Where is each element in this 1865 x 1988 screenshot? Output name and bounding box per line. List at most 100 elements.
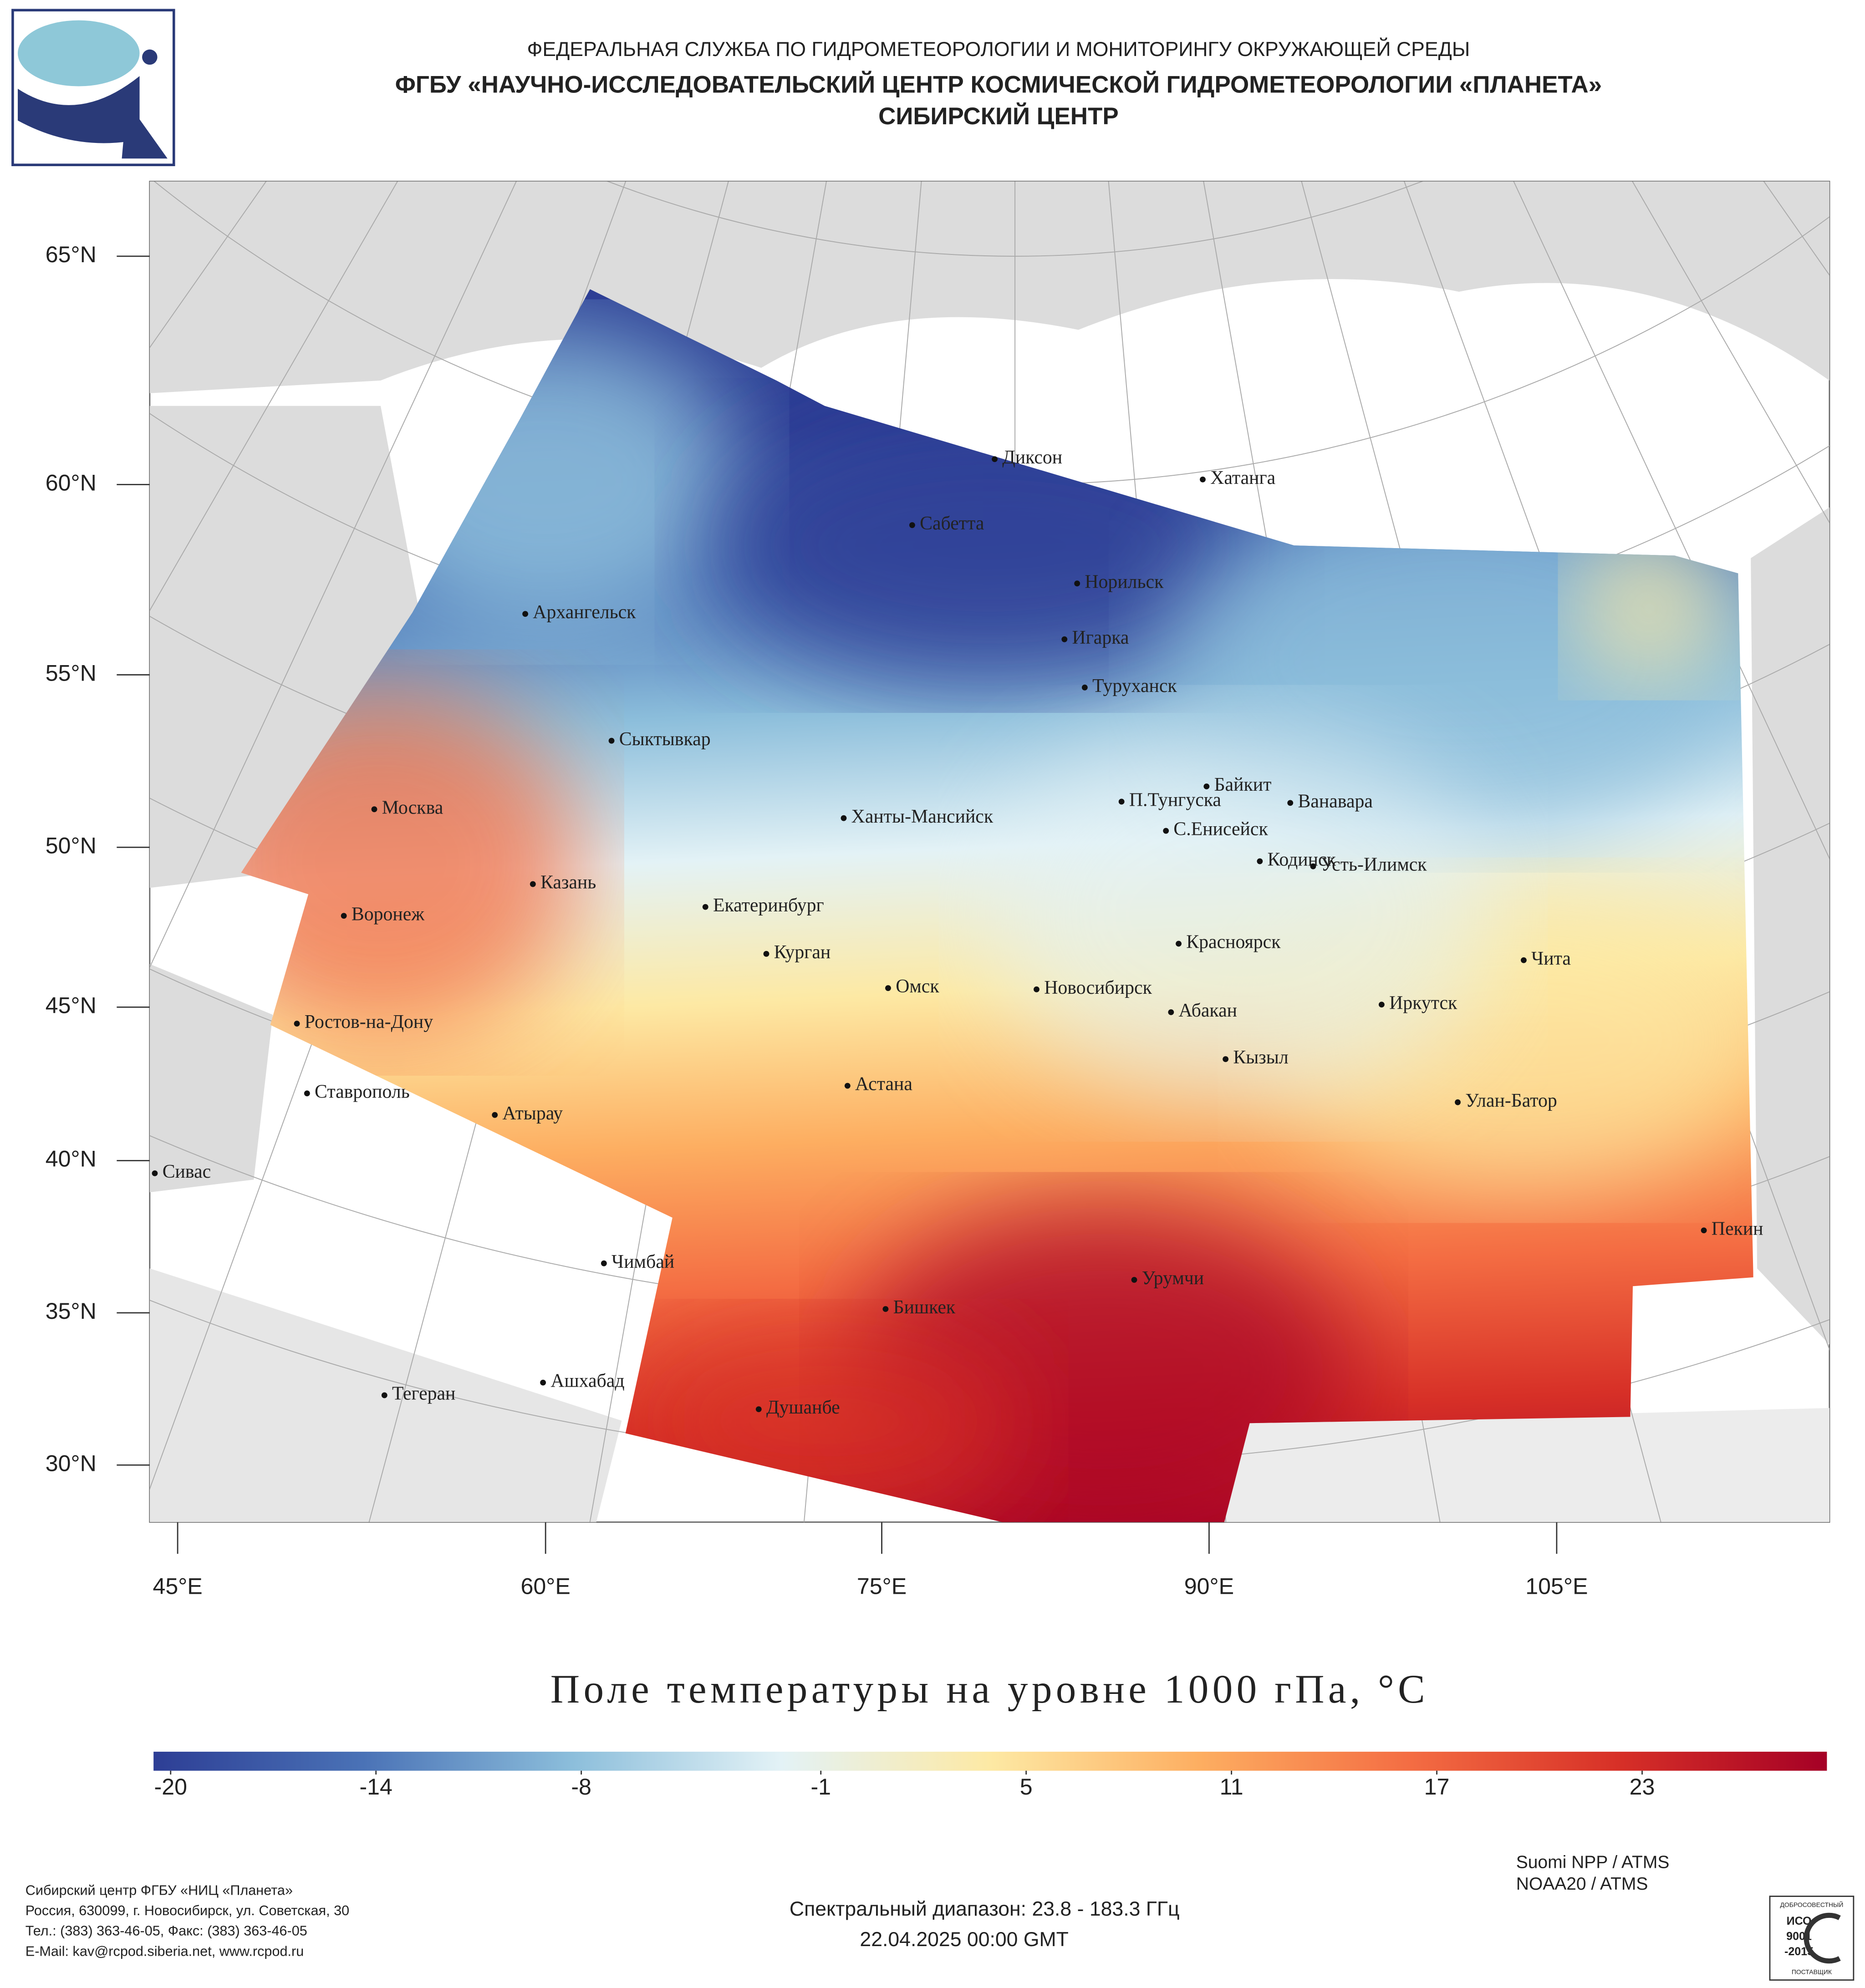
city-dot: [844, 1083, 851, 1089]
field-patch: [989, 723, 1497, 1104]
colorbar-tick-label: 11: [1220, 1774, 1243, 1800]
city-label: Кызыл: [1233, 1047, 1288, 1068]
city-dot: [294, 1021, 300, 1027]
city-dot: [1081, 684, 1088, 691]
colorbar-tick-label: 5: [1020, 1774, 1033, 1800]
city-label: Ростов-на-Дону: [305, 1012, 433, 1032]
colorbar-tick-label: 17: [1424, 1774, 1450, 1800]
city-label: Улан-Батор: [1465, 1090, 1557, 1111]
header-line: ФГБУ «НАУЧНО-ИССЛЕДОВАТЕЛЬСКИЙ ЦЕНТР КОС…: [395, 70, 1602, 98]
city-label: Байкит: [1214, 774, 1272, 795]
address-line: Сибирский центр ФГБУ «НИЦ «Планета»: [25, 1883, 293, 1898]
city-dot: [1131, 1276, 1137, 1283]
city-dot: [522, 611, 528, 617]
city-label: Урумчи: [1142, 1268, 1204, 1289]
city-label: Сыктывкар: [619, 729, 711, 750]
lat-label: 60°N: [46, 470, 97, 496]
lat-label: 35°N: [46, 1298, 97, 1324]
lon-label: 105°E: [1525, 1574, 1588, 1599]
city-label: Ставрополь: [315, 1081, 410, 1102]
lon-label: 75°E: [857, 1574, 907, 1599]
city-label: Ханты-Мансийск: [851, 806, 994, 827]
lat-label: 65°N: [46, 242, 97, 267]
city-label: Чимбай: [611, 1251, 674, 1272]
colorbar-ramp: [153, 1751, 1827, 1771]
address-line: Россия, 630099, г. Новосибирск, ул. Сове…: [25, 1903, 349, 1918]
city-dot: [1257, 858, 1263, 864]
address-line: Тел.: (383) 363-46-05, Факс: (383) 363-4…: [25, 1923, 307, 1939]
iso-logo: ДОБРОСОВЕСТНЫЙ ИСО 9001 -2015 ПОСТАВЩИК: [1769, 1896, 1855, 1981]
footer: Сибирский центр ФГБУ «НИЦ «Планета» Росс…: [25, 1852, 1855, 1981]
city-label: Тегеран: [392, 1383, 455, 1404]
city-label: Диксон: [1002, 447, 1062, 468]
city-label: Красноярск: [1186, 932, 1281, 953]
spectral-range: Спектральный диапазон: 23.8 - 183.3 ГГц: [790, 1898, 1180, 1920]
city-dot: [601, 1260, 607, 1266]
colorbar-title: Поле температуры на уровне 1000 гПа, °C: [550, 1667, 1429, 1712]
city-label: Хатанга: [1210, 468, 1275, 488]
satellite: NOAA20 / ATMS: [1516, 1874, 1648, 1894]
city-label: Казань: [540, 872, 596, 893]
iso-text: ДОБРОСОВЕСТНЫЙ: [1780, 1901, 1844, 1908]
city-dot: [1118, 798, 1125, 805]
city-label: Архангельск: [533, 602, 636, 623]
meridian: [1513, 181, 1829, 860]
cities: Диксон Хатанга Сабетта Норильск Архангельск И…: [152, 447, 1763, 1418]
city-label: Душанбе: [766, 1397, 840, 1418]
city-label: Пекин: [1712, 1218, 1763, 1239]
satellite: Suomi NPP / ATMS: [1516, 1852, 1670, 1872]
city-label: Чита: [1531, 948, 1571, 969]
city-dot: [1310, 863, 1316, 869]
city-dot: [992, 456, 998, 463]
address-line: E-Mail: kav@rcpod.siberia.net, www.rcpod…: [25, 1943, 304, 1959]
city-dot: [1287, 800, 1294, 806]
lon-label: 90°E: [1184, 1574, 1234, 1599]
city-label: С.Енисейск: [1173, 819, 1268, 840]
field-patch: [1573, 533, 1726, 685]
city-dot: [841, 815, 847, 821]
datetime: 22.04.2025 00:00 GMT: [860, 1928, 1068, 1951]
city-dot: [755, 1406, 762, 1413]
city-dot: [1168, 1009, 1174, 1015]
axes: 65°N 60°N 55°N 50°N 45°N 40°N 35°N 30°N 45°E 60°E…: [46, 242, 1588, 1599]
city-dot: [763, 951, 769, 957]
colorbar-tick-label: -14: [359, 1774, 392, 1800]
city-dot: [1176, 941, 1182, 947]
city-dot: [540, 1379, 546, 1386]
lat-label: 40°N: [46, 1146, 97, 1172]
city-dot: [882, 1306, 889, 1312]
city-label: Новосибирск: [1044, 977, 1152, 998]
header-line: СИБИРСКИЙ ЦЕНТР: [878, 102, 1119, 130]
city-dot: [152, 1170, 158, 1176]
city-label: Кодинск: [1268, 849, 1336, 870]
meridian: [149, 181, 517, 969]
city-label: Екатеринбург: [713, 895, 824, 916]
city-label: Москва: [382, 797, 443, 818]
city-label: Сивас: [163, 1161, 211, 1182]
city-dot: [492, 1112, 498, 1118]
city-label: Ашхабад: [550, 1371, 624, 1392]
lon-label: 45°E: [153, 1574, 202, 1599]
city-dot: [341, 913, 347, 919]
city-label: Туруханск: [1092, 676, 1177, 697]
city-dot: [1701, 1227, 1707, 1234]
city-label: Омск: [896, 976, 939, 997]
header-line: ФЕДЕРАЛЬНАЯ СЛУЖБА ПО ГИДРОМЕТЕОРОЛОГИИ …: [527, 37, 1470, 61]
city-dot: [1203, 783, 1210, 789]
city-dot: [1223, 1056, 1229, 1062]
lon-label: 60°E: [521, 1574, 571, 1599]
city-dot: [885, 985, 891, 991]
city-dot: [702, 904, 708, 910]
city-dot: [381, 1392, 387, 1398]
iso-text: ПОСТАВЩИК: [1792, 1968, 1832, 1975]
colorbar-tick-label: -20: [154, 1774, 187, 1800]
meridian: [1850, 0, 1865, 66]
city-dot: [304, 1090, 310, 1097]
map: Диксон Хатанга Сабетта Норильск Архангельск И…: [46, 0, 1865, 1599]
city-label: Сабетта: [920, 513, 984, 534]
lat-label: 45°N: [46, 993, 97, 1018]
city-dot: [1163, 828, 1169, 834]
colorbar-tick-label: -8: [571, 1774, 591, 1800]
city-dot: [1074, 580, 1080, 587]
